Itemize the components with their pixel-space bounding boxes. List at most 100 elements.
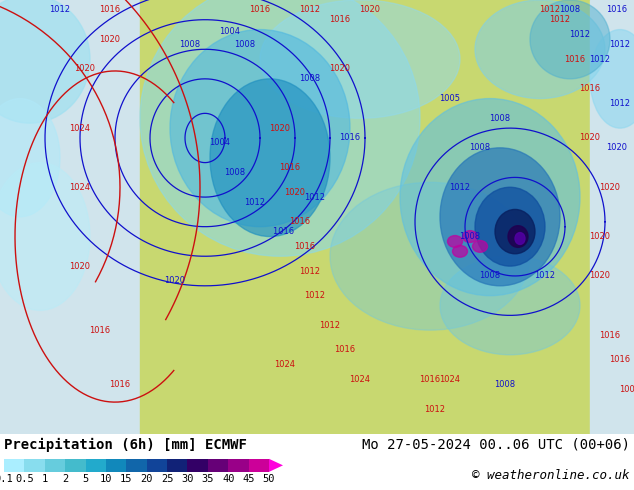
Text: 1016: 1016 <box>110 380 131 389</box>
Ellipse shape <box>140 0 420 256</box>
Text: 40: 40 <box>222 474 235 484</box>
Text: 1012: 1012 <box>569 30 590 39</box>
Text: 35: 35 <box>202 474 214 484</box>
Text: 1016: 1016 <box>599 331 621 340</box>
Text: 1012: 1012 <box>590 54 611 64</box>
Text: 1024: 1024 <box>349 375 370 384</box>
Ellipse shape <box>530 0 610 79</box>
Text: 1016: 1016 <box>290 217 311 226</box>
Text: 20: 20 <box>141 474 153 484</box>
Text: 1012: 1012 <box>304 193 325 201</box>
Bar <box>24 459 45 472</box>
Ellipse shape <box>475 0 605 98</box>
Text: 1016: 1016 <box>420 375 441 384</box>
Text: 1020: 1020 <box>100 35 120 44</box>
Bar <box>126 459 146 472</box>
Text: 2: 2 <box>62 474 68 484</box>
Text: 1008: 1008 <box>489 114 510 123</box>
Text: 1016: 1016 <box>294 242 316 251</box>
Text: 30: 30 <box>181 474 194 484</box>
Ellipse shape <box>495 209 535 254</box>
Bar <box>65 459 86 472</box>
Ellipse shape <box>210 79 330 237</box>
Text: 1008: 1008 <box>495 380 515 389</box>
Text: 1016: 1016 <box>273 227 297 236</box>
Text: 1012: 1012 <box>425 405 446 414</box>
Text: 45: 45 <box>242 474 255 484</box>
Text: Precipitation (6h) [mm] ECMWF: Precipitation (6h) [mm] ECMWF <box>4 438 247 452</box>
Text: 1020: 1020 <box>607 144 628 152</box>
Text: 1016: 1016 <box>579 84 600 93</box>
Text: 10: 10 <box>100 474 112 484</box>
Text: 1008: 1008 <box>235 40 256 49</box>
Ellipse shape <box>440 256 580 355</box>
Text: 1005: 1005 <box>439 94 460 103</box>
Text: 1012: 1012 <box>49 5 70 14</box>
Ellipse shape <box>448 236 462 247</box>
Text: 1020: 1020 <box>579 133 600 143</box>
Ellipse shape <box>472 241 488 252</box>
Text: 1008: 1008 <box>460 232 481 241</box>
Text: 1012: 1012 <box>320 321 340 330</box>
Text: 1012: 1012 <box>245 197 266 207</box>
Ellipse shape <box>508 226 528 247</box>
Text: 1008: 1008 <box>619 385 634 394</box>
Ellipse shape <box>400 98 580 295</box>
Text: © weatheronline.co.uk: © weatheronline.co.uk <box>472 469 630 482</box>
Text: 0.1: 0.1 <box>0 474 13 484</box>
Text: 1: 1 <box>42 474 48 484</box>
Ellipse shape <box>170 29 350 227</box>
Text: 1020: 1020 <box>590 271 611 280</box>
Ellipse shape <box>515 233 525 245</box>
Ellipse shape <box>0 98 60 217</box>
Text: 25: 25 <box>161 474 173 484</box>
Text: 1004: 1004 <box>219 27 240 36</box>
Text: 1020: 1020 <box>330 65 351 74</box>
Bar <box>140 0 634 434</box>
Ellipse shape <box>0 163 90 311</box>
Bar <box>249 459 269 472</box>
Text: 1012: 1012 <box>450 183 470 192</box>
Text: 1016: 1016 <box>100 5 120 14</box>
Bar <box>45 459 65 472</box>
Ellipse shape <box>462 231 477 243</box>
Bar <box>590 0 634 434</box>
Ellipse shape <box>440 148 560 286</box>
Text: 1024: 1024 <box>70 123 91 133</box>
Text: 1008: 1008 <box>179 40 200 49</box>
Text: 1016: 1016 <box>564 54 586 64</box>
Text: 1012: 1012 <box>299 267 321 275</box>
Bar <box>208 459 228 472</box>
Ellipse shape <box>453 245 467 257</box>
Text: 1016: 1016 <box>339 133 361 143</box>
Text: 1020: 1020 <box>75 65 96 74</box>
Text: 1012: 1012 <box>609 40 630 49</box>
Text: 1020: 1020 <box>600 183 621 192</box>
Ellipse shape <box>475 187 545 266</box>
Bar <box>86 459 106 472</box>
Text: 1020: 1020 <box>590 232 611 241</box>
Text: 1016: 1016 <box>330 15 351 24</box>
Text: 1012: 1012 <box>540 5 560 14</box>
Text: 1024: 1024 <box>439 375 460 384</box>
Bar <box>0 0 140 434</box>
Text: 1016: 1016 <box>89 326 110 335</box>
Text: 50: 50 <box>262 474 275 484</box>
Text: 1016: 1016 <box>335 345 356 354</box>
Ellipse shape <box>590 29 634 128</box>
Text: 1008: 1008 <box>559 5 581 14</box>
Bar <box>228 459 249 472</box>
Text: 1020: 1020 <box>70 262 91 270</box>
Ellipse shape <box>260 0 460 118</box>
Text: 15: 15 <box>120 474 133 484</box>
Text: 1024: 1024 <box>275 360 295 369</box>
Text: 1008: 1008 <box>224 168 245 177</box>
Text: 1016: 1016 <box>249 5 271 14</box>
Text: 1016: 1016 <box>609 355 631 364</box>
Ellipse shape <box>330 182 530 330</box>
Text: 1012: 1012 <box>609 99 630 108</box>
Text: 1016: 1016 <box>280 163 301 172</box>
Text: 1020: 1020 <box>359 5 380 14</box>
Text: 1012: 1012 <box>550 15 571 24</box>
Text: 0.5: 0.5 <box>15 474 34 484</box>
